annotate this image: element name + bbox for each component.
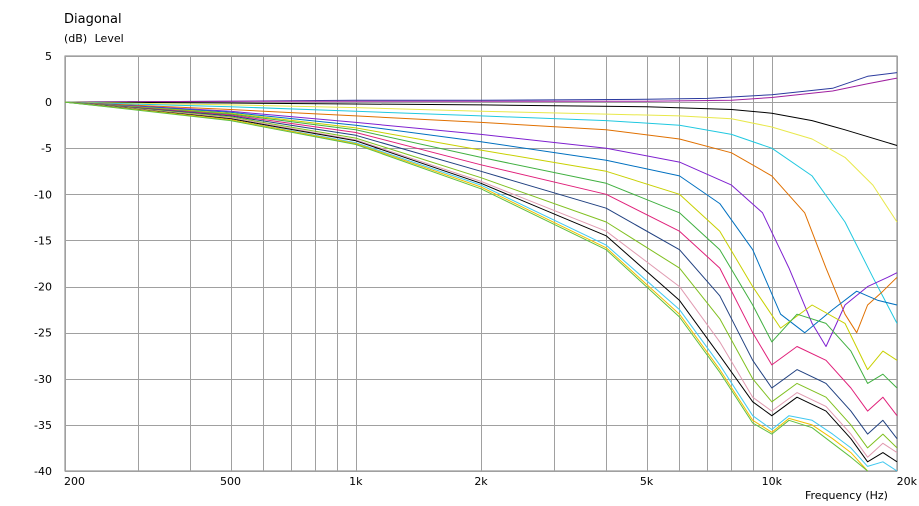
y-tick-label: -25 xyxy=(34,327,52,340)
y-tick-label: 0 xyxy=(45,96,52,109)
y-tick-label: -5 xyxy=(41,142,52,155)
series-line-8 xyxy=(64,101,898,334)
y-tick-label: -30 xyxy=(34,373,52,386)
x-tick-labels: 200 500 1k 2k 5k 10k 20k xyxy=(64,475,918,488)
y-tick-label: 5 xyxy=(45,50,52,63)
series-line-9 xyxy=(64,101,898,371)
chart-title: Diagonal xyxy=(64,12,122,27)
x-tick-label: 10k xyxy=(762,475,783,488)
y-tick-label: -15 xyxy=(34,234,52,247)
x-tick-label: 2k xyxy=(474,475,488,488)
series-line-15 xyxy=(64,101,898,463)
series-line-6 xyxy=(64,101,898,334)
series-line-3 xyxy=(64,101,898,146)
y-axis-unit: (dB) xyxy=(64,32,88,45)
series-line-4 xyxy=(64,101,898,223)
x-tick-label: 20k xyxy=(897,475,918,488)
y-tick-label: -35 xyxy=(34,419,52,432)
series-line-17 xyxy=(64,101,868,472)
x-tick-label: 200 xyxy=(64,475,85,488)
series-line-2 xyxy=(64,77,898,103)
y-tick-labels: 5 0 -5 -10 -15 -20 -25 -30 -35 -40 xyxy=(34,50,52,478)
series-line-5 xyxy=(64,101,898,324)
x-tick-label: 5k xyxy=(640,475,654,488)
series-group xyxy=(64,72,898,472)
x-tick-label: 1k xyxy=(349,475,363,488)
y-tick-label: -20 xyxy=(34,281,52,294)
x-axis-label: Frequency (Hz) xyxy=(805,489,888,502)
x-tick-label: 500 xyxy=(220,475,241,488)
series-line-18 xyxy=(64,101,868,472)
y-tick-label: -40 xyxy=(34,465,52,478)
y-axis-label: (dB) Level xyxy=(64,32,124,45)
series-line-11 xyxy=(64,101,898,417)
series-line-10 xyxy=(64,101,898,389)
series-line-12 xyxy=(64,101,898,440)
series-line-14 xyxy=(64,101,898,458)
series-line-16 xyxy=(64,101,898,472)
grid xyxy=(64,55,898,472)
series-line-13 xyxy=(64,101,898,449)
y-tick-label: -10 xyxy=(34,188,52,201)
y-axis-title: Level xyxy=(94,32,124,45)
